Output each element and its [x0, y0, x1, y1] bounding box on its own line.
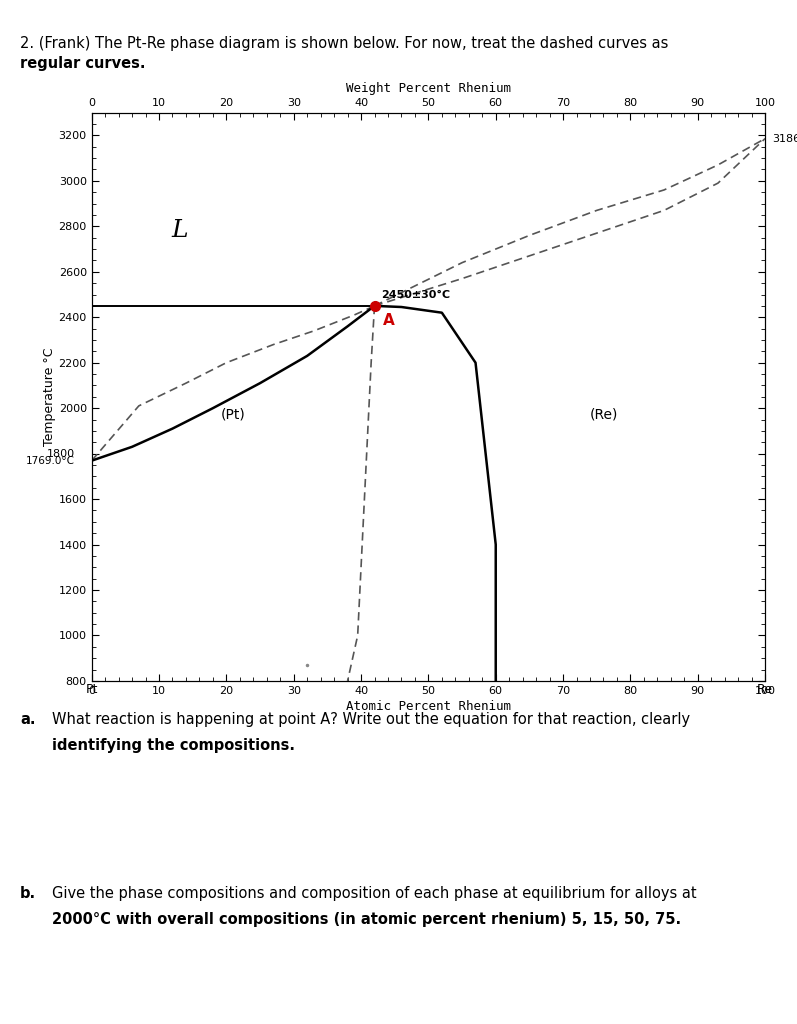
Text: a.: a.	[20, 712, 35, 727]
Text: regular curves.: regular curves.	[20, 56, 145, 72]
Text: b.: b.	[20, 886, 36, 901]
X-axis label: Weight Percent Rhenium: Weight Percent Rhenium	[346, 82, 511, 95]
Text: L: L	[171, 219, 187, 243]
Text: Pt: Pt	[85, 683, 98, 695]
Text: (Pt): (Pt)	[221, 408, 245, 422]
Y-axis label: Temperature °C: Temperature °C	[43, 347, 56, 446]
Text: 2. (Frank) The Pt-Re phase diagram is shown below. For now, treat the dashed cur: 2. (Frank) The Pt-Re phase diagram is sh…	[20, 36, 669, 51]
X-axis label: Atomic Percent Rhenium: Atomic Percent Rhenium	[346, 700, 511, 713]
Text: A: A	[383, 312, 395, 328]
Text: 2450±30°C: 2450±30°C	[381, 290, 450, 299]
Text: 2000°C with overall compositions (in atomic percent rhenium) 5, 15, 50, 75.: 2000°C with overall compositions (in ato…	[52, 912, 681, 928]
Text: identifying the compositions.: identifying the compositions.	[52, 738, 295, 754]
Text: 1800: 1800	[47, 449, 75, 459]
Text: Re: Re	[757, 683, 773, 695]
Text: Give the phase compositions and composition of each phase at equilibrium for all: Give the phase compositions and composit…	[52, 886, 697, 901]
Text: 1769.0°C: 1769.0°C	[26, 456, 75, 466]
Text: 3186°C: 3186°C	[771, 133, 797, 143]
Text: What reaction is happening at point A? Write out the equation for that reaction,: What reaction is happening at point A? W…	[52, 712, 690, 727]
Text: (Re): (Re)	[589, 408, 618, 422]
